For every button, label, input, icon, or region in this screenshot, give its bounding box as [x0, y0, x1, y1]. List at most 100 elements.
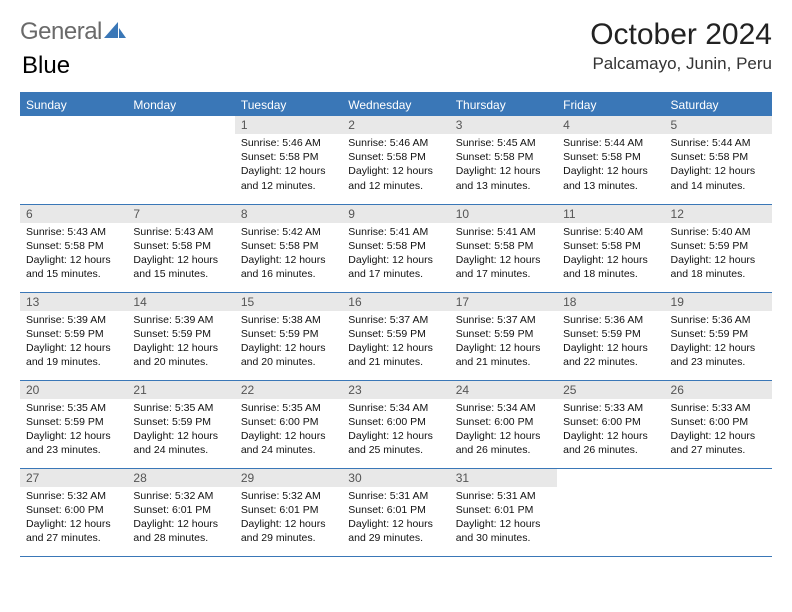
day-details: Sunrise: 5:41 AMSunset: 5:58 PMDaylight:… — [342, 223, 449, 286]
weekday-header: Saturday — [665, 93, 772, 116]
calendar-cell: 28Sunrise: 5:32 AMSunset: 6:01 PMDayligh… — [127, 468, 234, 556]
day-details: Sunrise: 5:37 AMSunset: 5:59 PMDaylight:… — [450, 311, 557, 374]
day-details: Sunrise: 5:32 AMSunset: 6:01 PMDaylight:… — [235, 487, 342, 550]
day-details: Sunrise: 5:44 AMSunset: 5:58 PMDaylight:… — [557, 134, 664, 197]
calendar-cell: 23Sunrise: 5:34 AMSunset: 6:00 PMDayligh… — [342, 380, 449, 468]
calendar-cell: 16Sunrise: 5:37 AMSunset: 5:59 PMDayligh… — [342, 292, 449, 380]
day-number: 2 — [342, 116, 449, 134]
calendar-cell: 29Sunrise: 5:32 AMSunset: 6:01 PMDayligh… — [235, 468, 342, 556]
logo-sail-icon — [104, 20, 126, 40]
day-details: Sunrise: 5:37 AMSunset: 5:59 PMDaylight:… — [342, 311, 449, 374]
calendar-cell: 10Sunrise: 5:41 AMSunset: 5:58 PMDayligh… — [450, 204, 557, 292]
day-details: Sunrise: 5:46 AMSunset: 5:58 PMDaylight:… — [235, 134, 342, 197]
day-number: 15 — [235, 293, 342, 311]
day-details: Sunrise: 5:36 AMSunset: 5:59 PMDaylight:… — [557, 311, 664, 374]
calendar-cell: 27Sunrise: 5:32 AMSunset: 6:00 PMDayligh… — [20, 468, 127, 556]
day-details: Sunrise: 5:39 AMSunset: 5:59 PMDaylight:… — [127, 311, 234, 374]
day-number: 11 — [557, 205, 664, 223]
weekday-header: Wednesday — [342, 93, 449, 116]
day-details: Sunrise: 5:39 AMSunset: 5:59 PMDaylight:… — [20, 311, 127, 374]
calendar-cell: 5Sunrise: 5:44 AMSunset: 5:58 PMDaylight… — [665, 116, 772, 204]
calendar-cell — [557, 468, 664, 556]
day-details: Sunrise: 5:35 AMSunset: 5:59 PMDaylight:… — [20, 399, 127, 462]
day-number: 5 — [665, 116, 772, 134]
weekday-header-row: Sunday Monday Tuesday Wednesday Thursday… — [20, 93, 772, 116]
day-number: 27 — [20, 469, 127, 487]
day-details: Sunrise: 5:38 AMSunset: 5:59 PMDaylight:… — [235, 311, 342, 374]
calendar-cell: 30Sunrise: 5:31 AMSunset: 6:01 PMDayligh… — [342, 468, 449, 556]
calendar-cell: 12Sunrise: 5:40 AMSunset: 5:59 PMDayligh… — [665, 204, 772, 292]
calendar-cell: 11Sunrise: 5:40 AMSunset: 5:58 PMDayligh… — [557, 204, 664, 292]
day-details: Sunrise: 5:34 AMSunset: 6:00 PMDaylight:… — [450, 399, 557, 462]
day-number: 24 — [450, 381, 557, 399]
calendar-cell: 22Sunrise: 5:35 AMSunset: 6:00 PMDayligh… — [235, 380, 342, 468]
calendar-cell: 15Sunrise: 5:38 AMSunset: 5:59 PMDayligh… — [235, 292, 342, 380]
day-details: Sunrise: 5:40 AMSunset: 5:59 PMDaylight:… — [665, 223, 772, 286]
day-number: 17 — [450, 293, 557, 311]
day-number: 20 — [20, 381, 127, 399]
calendar-cell: 4Sunrise: 5:44 AMSunset: 5:58 PMDaylight… — [557, 116, 664, 204]
day-details: Sunrise: 5:41 AMSunset: 5:58 PMDaylight:… — [450, 223, 557, 286]
month-title: October 2024 — [590, 18, 772, 52]
calendar-cell: 26Sunrise: 5:33 AMSunset: 6:00 PMDayligh… — [665, 380, 772, 468]
calendar-body: 1Sunrise: 5:46 AMSunset: 5:58 PMDaylight… — [20, 116, 772, 556]
day-number: 6 — [20, 205, 127, 223]
day-details: Sunrise: 5:36 AMSunset: 5:59 PMDaylight:… — [665, 311, 772, 374]
day-details: Sunrise: 5:33 AMSunset: 6:00 PMDaylight:… — [665, 399, 772, 462]
day-number: 21 — [127, 381, 234, 399]
calendar-cell: 3Sunrise: 5:45 AMSunset: 5:58 PMDaylight… — [450, 116, 557, 204]
calendar-row: 13Sunrise: 5:39 AMSunset: 5:59 PMDayligh… — [20, 292, 772, 380]
day-details: Sunrise: 5:35 AMSunset: 5:59 PMDaylight:… — [127, 399, 234, 462]
day-number: 14 — [127, 293, 234, 311]
day-details: Sunrise: 5:40 AMSunset: 5:58 PMDaylight:… — [557, 223, 664, 286]
logo-text-1: General — [20, 18, 102, 46]
logo-text-2: Blue — [22, 52, 70, 79]
weekday-header: Monday — [127, 93, 234, 116]
day-number: 12 — [665, 205, 772, 223]
calendar-cell: 14Sunrise: 5:39 AMSunset: 5:59 PMDayligh… — [127, 292, 234, 380]
day-details: Sunrise: 5:32 AMSunset: 6:00 PMDaylight:… — [20, 487, 127, 550]
day-number: 4 — [557, 116, 664, 134]
day-details: Sunrise: 5:44 AMSunset: 5:58 PMDaylight:… — [665, 134, 772, 197]
weekday-header: Thursday — [450, 93, 557, 116]
header: General October 2024 Palcamayo, Junin, P… — [20, 18, 772, 74]
day-number: 13 — [20, 293, 127, 311]
day-number: 29 — [235, 469, 342, 487]
calendar-row: 6Sunrise: 5:43 AMSunset: 5:58 PMDaylight… — [20, 204, 772, 292]
calendar-cell: 17Sunrise: 5:37 AMSunset: 5:59 PMDayligh… — [450, 292, 557, 380]
day-number: 22 — [235, 381, 342, 399]
calendar-cell: 24Sunrise: 5:34 AMSunset: 6:00 PMDayligh… — [450, 380, 557, 468]
weekday-header: Sunday — [20, 93, 127, 116]
calendar-cell — [20, 116, 127, 204]
calendar-cell: 21Sunrise: 5:35 AMSunset: 5:59 PMDayligh… — [127, 380, 234, 468]
day-details: Sunrise: 5:43 AMSunset: 5:58 PMDaylight:… — [127, 223, 234, 286]
calendar-cell — [127, 116, 234, 204]
calendar-cell: 1Sunrise: 5:46 AMSunset: 5:58 PMDaylight… — [235, 116, 342, 204]
day-number: 8 — [235, 205, 342, 223]
day-number: 25 — [557, 381, 664, 399]
day-details: Sunrise: 5:42 AMSunset: 5:58 PMDaylight:… — [235, 223, 342, 286]
day-number: 10 — [450, 205, 557, 223]
logo: General — [20, 18, 126, 46]
day-number: 23 — [342, 381, 449, 399]
day-number: 3 — [450, 116, 557, 134]
calendar-row: 27Sunrise: 5:32 AMSunset: 6:00 PMDayligh… — [20, 468, 772, 556]
location: Palcamayo, Junin, Peru — [590, 54, 772, 74]
calendar-cell: 20Sunrise: 5:35 AMSunset: 5:59 PMDayligh… — [20, 380, 127, 468]
calendar-cell: 13Sunrise: 5:39 AMSunset: 5:59 PMDayligh… — [20, 292, 127, 380]
day-number: 31 — [450, 469, 557, 487]
day-number: 19 — [665, 293, 772, 311]
day-number: 1 — [235, 116, 342, 134]
calendar-row: 1Sunrise: 5:46 AMSunset: 5:58 PMDaylight… — [20, 116, 772, 204]
calendar-cell: 31Sunrise: 5:31 AMSunset: 6:01 PMDayligh… — [450, 468, 557, 556]
calendar-cell: 7Sunrise: 5:43 AMSunset: 5:58 PMDaylight… — [127, 204, 234, 292]
calendar-cell: 18Sunrise: 5:36 AMSunset: 5:59 PMDayligh… — [557, 292, 664, 380]
day-details: Sunrise: 5:31 AMSunset: 6:01 PMDaylight:… — [342, 487, 449, 550]
day-number: 28 — [127, 469, 234, 487]
weekday-header: Friday — [557, 93, 664, 116]
calendar-row: 20Sunrise: 5:35 AMSunset: 5:59 PMDayligh… — [20, 380, 772, 468]
day-number: 7 — [127, 205, 234, 223]
day-details: Sunrise: 5:45 AMSunset: 5:58 PMDaylight:… — [450, 134, 557, 197]
calendar-cell: 6Sunrise: 5:43 AMSunset: 5:58 PMDaylight… — [20, 204, 127, 292]
calendar-cell: 9Sunrise: 5:41 AMSunset: 5:58 PMDaylight… — [342, 204, 449, 292]
